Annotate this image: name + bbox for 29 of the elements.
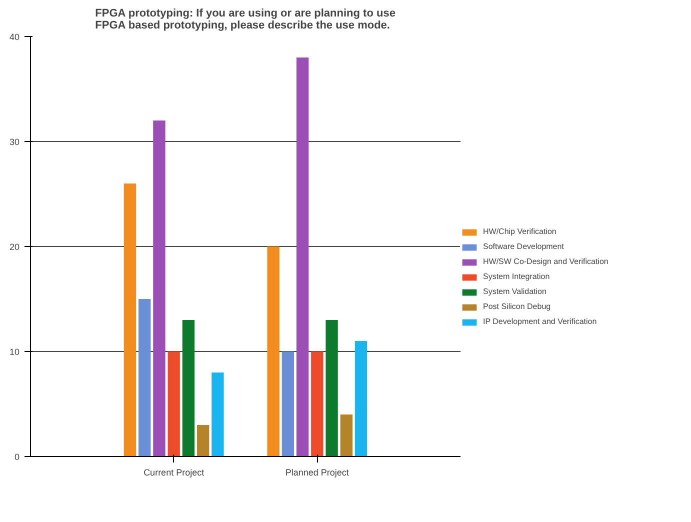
legend-label: HW/SW Co-Design and Verification — [483, 257, 608, 266]
x-tick-label: Planned Project — [285, 468, 350, 478]
y-tick-label: 10 — [9, 347, 20, 357]
bar — [311, 352, 324, 456]
bar — [124, 184, 136, 456]
bar — [182, 320, 195, 456]
bar — [354, 341, 368, 456]
legend-label: IP Development and Verification — [483, 317, 597, 326]
legend-label: HW/Chip Verification — [483, 227, 556, 236]
y-tick-label: 40 — [9, 32, 20, 42]
bar — [212, 372, 224, 456]
x-tick-label: Current Project — [144, 468, 205, 478]
bar — [153, 120, 166, 456]
chart-title: FPGA prototyping: If you are using or are planning to use FPGA based prototyping, please describe the use mode. — [95, 8, 396, 32]
legend-label: Software Development — [483, 242, 564, 251]
bar — [282, 352, 294, 456]
bar — [326, 320, 338, 456]
legend-label: System Integration — [483, 272, 550, 281]
y-tick-label: 20 — [9, 242, 20, 252]
bar — [168, 352, 180, 456]
bar — [267, 246, 280, 456]
legend-label: Post Silicon Debug — [483, 302, 551, 311]
y-tick-label: 30 — [9, 137, 20, 147]
bar — [340, 414, 352, 456]
bar — [138, 299, 151, 456]
legend-label: System Validation — [483, 287, 546, 296]
bar — [196, 425, 210, 456]
y-tick-label: 0 — [14, 452, 20, 462]
bar — [296, 58, 309, 456]
